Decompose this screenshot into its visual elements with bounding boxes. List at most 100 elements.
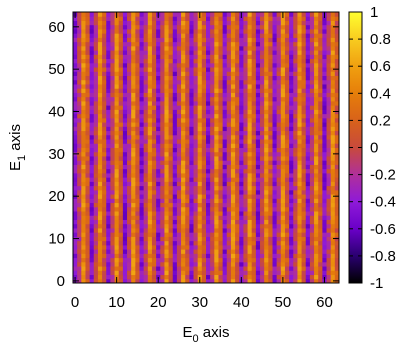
heatmap-cell [127,261,132,267]
heatmap-cell [293,261,298,267]
heatmap-cell [85,232,91,237]
heatmap-cell [222,270,228,276]
colorbar-tick-label: -0.4 [370,194,396,211]
heatmap-cell [160,83,165,89]
heatmap-cell [247,45,253,51]
heatmap-cell [260,240,265,246]
heatmap-cell [284,215,290,220]
heatmap-cell [268,211,273,216]
heatmap-cell [181,160,186,165]
heatmap-cell [243,16,249,21]
heatmap-cell [322,117,328,123]
heatmap-cell [189,198,195,204]
heatmap-cell [110,206,116,212]
heatmap-cell [193,257,199,263]
heatmap-cell [247,28,253,34]
heatmap-cell [293,164,298,170]
heatmap-cell [176,83,182,89]
heatmap-cell [268,67,273,72]
heatmap-cell [334,143,340,148]
heatmap-cell [160,92,165,98]
heatmap-cell [334,96,340,102]
heatmap-cell [243,92,249,98]
heatmap-cell [73,244,78,250]
heatmap-cell [147,253,153,259]
heatmap-cell [218,96,224,102]
heatmap-cell [122,206,128,212]
heatmap-cell [243,189,249,195]
heatmap-cell [201,219,207,225]
heatmap-cell [318,16,323,21]
heatmap-cell [218,54,224,60]
heatmap-cell [139,177,145,182]
heatmap-cell [89,274,95,280]
heatmap-cell [235,109,240,115]
heatmap-cell [89,41,95,47]
heatmap-cell [251,20,257,26]
heatmap-cell [314,24,319,30]
heatmap-cell [230,236,236,242]
heatmap-cell [135,37,140,43]
heatmap-cell [201,100,207,106]
heatmap-cell [89,189,95,195]
heatmap-cell [243,54,249,60]
heatmap-cell [297,274,303,280]
heatmap-cell [226,151,232,157]
heatmap-cell [276,113,282,119]
heatmap-cell [81,151,86,157]
heatmap-cell [102,113,107,119]
heatmap-cell [318,270,323,276]
heatmap-cell [326,12,332,17]
heatmap-cell [297,100,303,106]
heatmap-cell [280,109,286,115]
heatmap-cell [164,58,170,64]
heatmap-cell [189,50,195,55]
heatmap-cell [185,12,190,17]
heatmap-cell [255,253,261,259]
heatmap-cell [297,223,303,229]
heatmap-cell [147,92,153,98]
heatmap-cell [322,172,328,178]
heatmap-cell [122,266,128,271]
heatmap-cell [210,194,215,199]
heatmap-cell [301,143,307,148]
heatmap-cell [309,122,315,127]
heatmap-cell [293,54,298,60]
heatmap-cell [201,24,207,30]
heatmap-cell [301,261,307,267]
heatmap-cell [210,139,215,144]
heatmap-cell [330,270,336,276]
heatmap-cell [210,266,215,271]
heatmap-cell [118,236,124,242]
heatmap-cell [197,236,203,242]
heatmap-cell [284,139,290,144]
heatmap-cell [122,113,128,119]
heatmap-cell [260,130,265,136]
heatmap-cell [268,236,273,242]
heatmap-cell [255,41,261,47]
heatmap-cell [326,54,332,60]
heatmap-cell [143,189,149,195]
heatmap-cell [280,139,286,144]
heatmap-cell [131,109,136,115]
heatmap-cell [110,160,116,165]
heatmap-cell [176,12,182,17]
heatmap-cell [151,50,157,55]
heatmap-cell [106,126,111,132]
heatmap-cell [318,88,323,93]
heatmap-cell [85,177,91,182]
heatmap-cell [201,181,207,187]
heatmap-cell [218,122,224,127]
heatmap-cell [122,185,128,191]
heatmap-cell [143,79,149,85]
heatmap-cell [284,105,290,110]
heatmap-cell [189,164,195,170]
heatmap-cell [268,261,273,267]
heatmap-cell [172,113,178,119]
heatmap-cell [185,232,190,237]
heatmap-cell [297,206,303,212]
heatmap-cell [189,266,195,271]
heatmap-cell [264,278,269,284]
heatmap-cell [197,181,203,187]
heatmap-cell [168,266,174,271]
